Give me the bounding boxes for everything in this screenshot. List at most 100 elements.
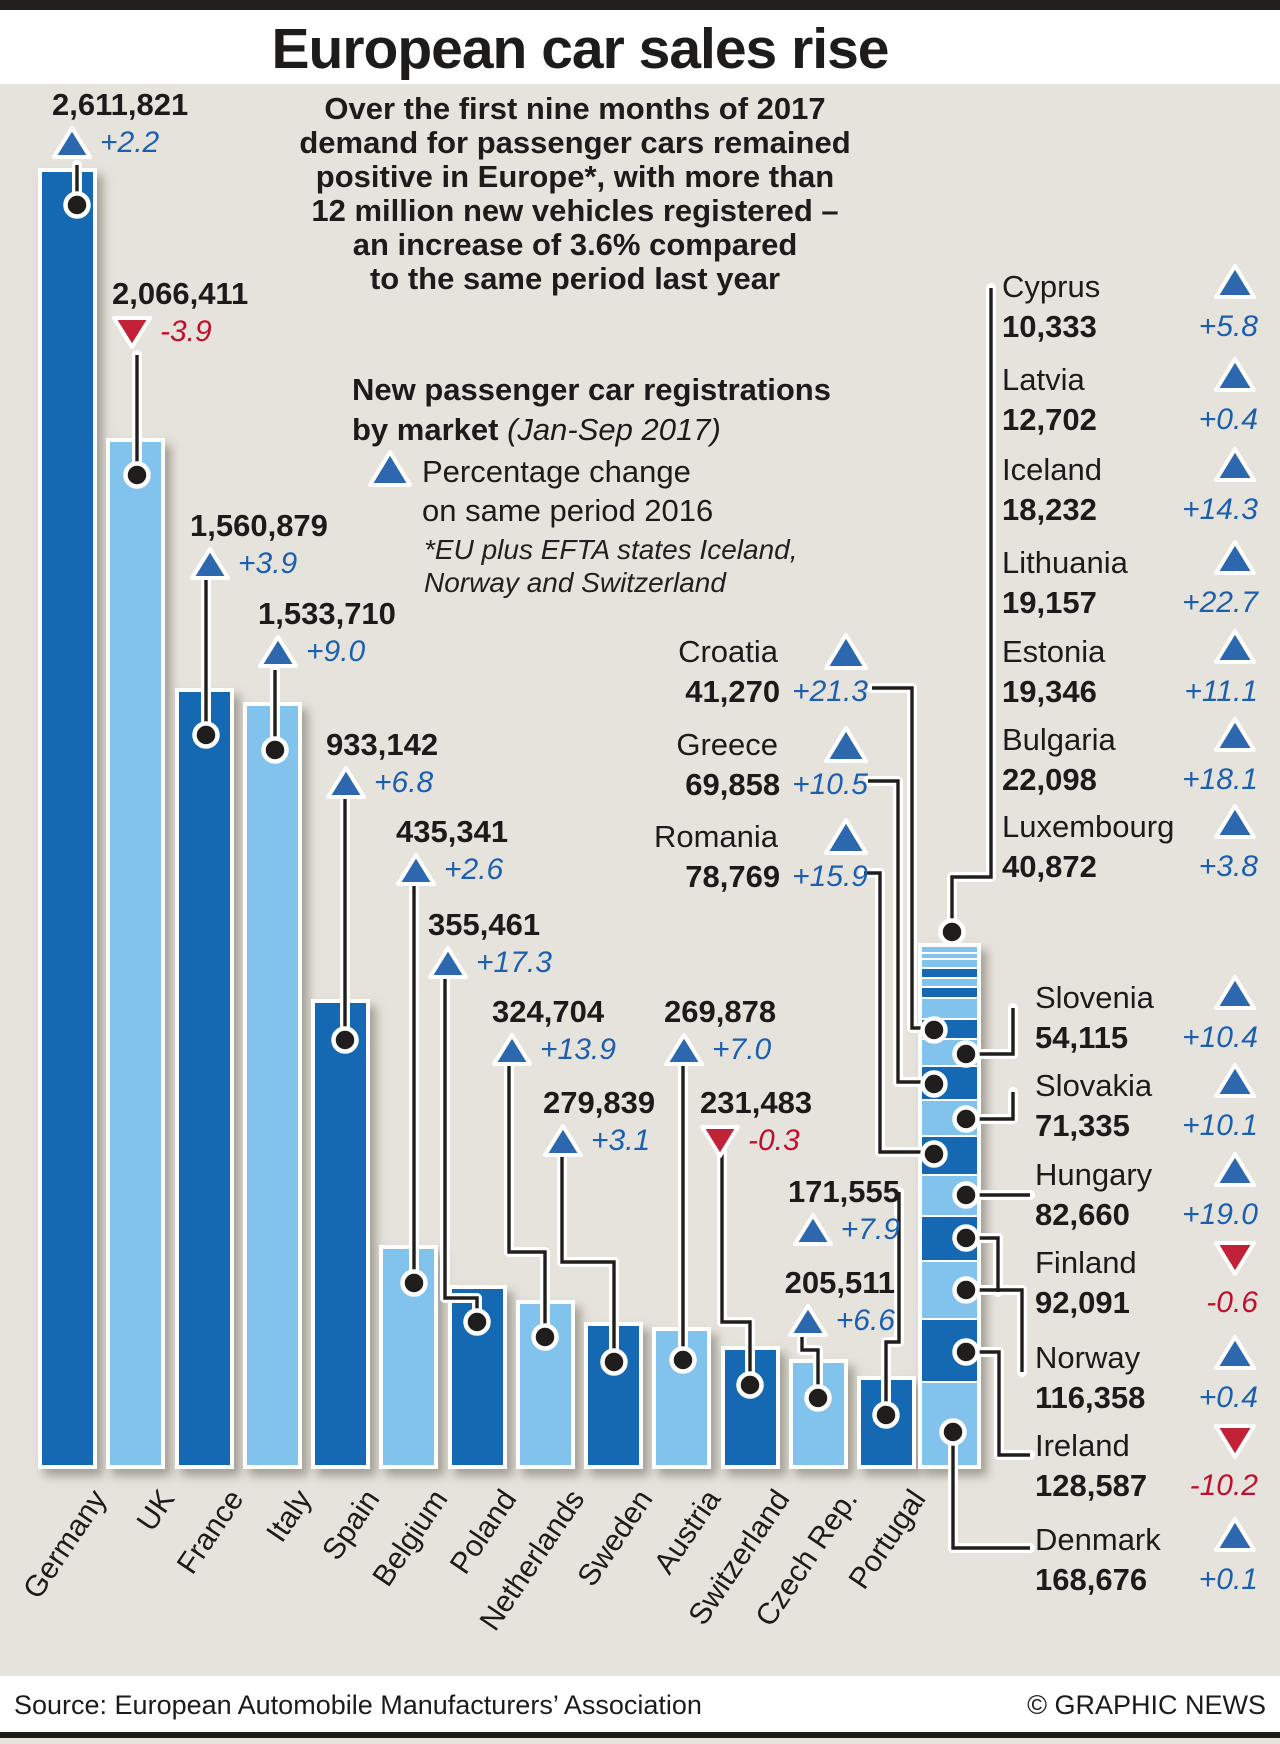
pct-change: +13.9 — [540, 1033, 616, 1066]
registrations-value: 69,858 — [685, 767, 781, 802]
up-arrow-icon — [543, 1124, 583, 1157]
pct-change: -3.9 — [160, 315, 212, 348]
bar-netherlands — [516, 1300, 575, 1469]
country-name: Latvia — [1002, 357, 1258, 397]
list-item-slovakia: Slovakia 71,335 +10.1 — [1035, 1063, 1258, 1143]
registrations-value: 205,511 — [784, 1265, 895, 1300]
bar-sweden — [584, 1322, 643, 1469]
stack-segment-romania — [922, 1134, 977, 1174]
up-arrow-icon — [1214, 1335, 1256, 1370]
footnote-line2: Norway and Switzerland — [424, 567, 726, 598]
stack-segment-croatia — [922, 1017, 977, 1039]
registrations-value: 78,769 — [685, 859, 781, 894]
up-arrow-icon — [368, 450, 412, 488]
up-arrow-icon — [1214, 357, 1256, 392]
registrations-value: 19,346 — [1002, 674, 1097, 709]
up-arrow-icon — [190, 547, 230, 580]
connector-line-casing — [440, 970, 482, 1327]
stack-segment-lithuania — [922, 967, 977, 977]
pct-change: +17.3 — [476, 946, 552, 979]
intro-line: positive in Europe*, with more than — [315, 159, 835, 194]
pct-change: +11.1 — [1184, 675, 1258, 708]
country-name: Denmark — [1035, 1517, 1258, 1557]
up-arrow-icon — [396, 853, 436, 886]
bar-uk — [106, 438, 165, 1469]
stack-segment-denmark — [922, 1381, 977, 1465]
pct-change: +0.4 — [1198, 1381, 1258, 1414]
pct-change: +2.6 — [444, 853, 504, 886]
stack-segment-latvia — [922, 952, 977, 959]
value-label-austria: 269,878 +7.0 — [664, 995, 776, 1068]
connector-line — [443, 975, 479, 1322]
registrations-value: 279,839 — [543, 1085, 656, 1120]
connector-line — [868, 779, 925, 1084]
pct-change: -10.2 — [1189, 1469, 1258, 1502]
down-arrow-icon — [700, 1125, 740, 1158]
value-label-portugal: 171,555 +7.9 — [735, 1175, 900, 1248]
footer-band: Source: European Automobile Manufacturer… — [0, 1676, 1280, 1732]
value-label-poland: 355,461 +17.3 — [428, 908, 552, 981]
stack-segment-cyprus — [922, 947, 977, 953]
stacked-bar-small-markets — [918, 943, 981, 1469]
pct-change: +22.7 — [1182, 586, 1258, 619]
down-arrow-icon — [112, 316, 152, 349]
registrations-value: 82,660 — [1035, 1197, 1130, 1232]
up-arrow-icon — [52, 126, 92, 159]
top-black-bar — [0, 0, 1280, 10]
registrations-value: 171,555 — [787, 1174, 900, 1209]
mid-label-romania: Romania 78,769 +15.9 — [588, 818, 868, 894]
footnote-line1: *EU plus EFTA states Iceland, — [424, 534, 798, 565]
country-name: Slovakia — [1035, 1063, 1258, 1103]
country-name: Ireland — [1035, 1424, 1258, 1463]
bar-germany — [38, 168, 97, 1469]
list-item-finland: Finland 92,091 -0.6 — [1035, 1241, 1258, 1320]
legend-footnote: *EU plus EFTA states Iceland, Norway and… — [424, 533, 798, 599]
connector-line-casing — [947, 283, 996, 925]
bar-switzerland — [721, 1346, 780, 1469]
up-arrow-icon — [824, 818, 868, 855]
bar-france — [175, 688, 234, 1469]
intro-line: 12 million new vehicles registered – — [311, 193, 839, 228]
registrations-value: 40,872 — [1002, 849, 1097, 884]
stack-segment-ireland — [922, 1317, 977, 1382]
up-arrow-icon — [1214, 717, 1256, 752]
country-name: Hungary — [1035, 1152, 1258, 1192]
list-item-denmark: Denmark 168,676 +0.1 — [1035, 1517, 1258, 1597]
up-arrow-icon — [1214, 447, 1256, 482]
pct-change: -0.6 — [1206, 1286, 1258, 1319]
up-arrow-icon — [1214, 1063, 1256, 1098]
intro-line: demand for passenger cars remained — [299, 125, 851, 160]
bar-spain — [311, 999, 370, 1469]
intro-line: Over the first nine months of 2017 — [324, 91, 826, 126]
up-arrow-icon — [368, 450, 412, 487]
up-arrow-icon — [1214, 1152, 1256, 1187]
country-name: Norway — [1035, 1335, 1258, 1375]
value-label-spain: 933,142 +6.8 — [326, 728, 438, 801]
bar-portugal — [857, 1376, 916, 1469]
intro-line: to the same period last year — [369, 261, 781, 296]
registrations-value: 1,533,710 — [258, 596, 396, 631]
bar-poland — [448, 1285, 507, 1469]
stack-segment-iceland — [922, 958, 977, 968]
pct-change: +3.8 — [1198, 850, 1258, 883]
pct-change: +10.5 — [792, 768, 868, 801]
registrations-value: 116,358 — [1035, 1380, 1146, 1415]
intro-paragraph: Over the first nine months of 2017 deman… — [240, 92, 910, 296]
pct-change: +9.0 — [306, 635, 366, 668]
credit-text: © GRAPHIC NEWS — [1027, 1690, 1266, 1720]
registrations-value: 92,091 — [1035, 1285, 1130, 1320]
value-label-sweden: 279,839 +3.1 — [543, 1086, 655, 1159]
country-name: Greece — [676, 727, 778, 762]
connector-dot — [938, 918, 966, 946]
stack-segment-slovenia — [922, 1038, 977, 1065]
country-name: Romania — [653, 819, 778, 854]
up-arrow-icon — [664, 1033, 704, 1066]
stack-segment-estonia — [922, 976, 977, 987]
registrations-value: 269,878 — [664, 994, 777, 1029]
stack-segment-luxembourg — [922, 997, 977, 1018]
pct-change: +7.0 — [712, 1033, 772, 1066]
title-band — [0, 10, 1280, 84]
pct-change: +3.9 — [238, 547, 298, 580]
connector-line — [507, 1062, 547, 1337]
mid-label-croatia: Croatia 41,270 +21.3 — [588, 633, 868, 709]
